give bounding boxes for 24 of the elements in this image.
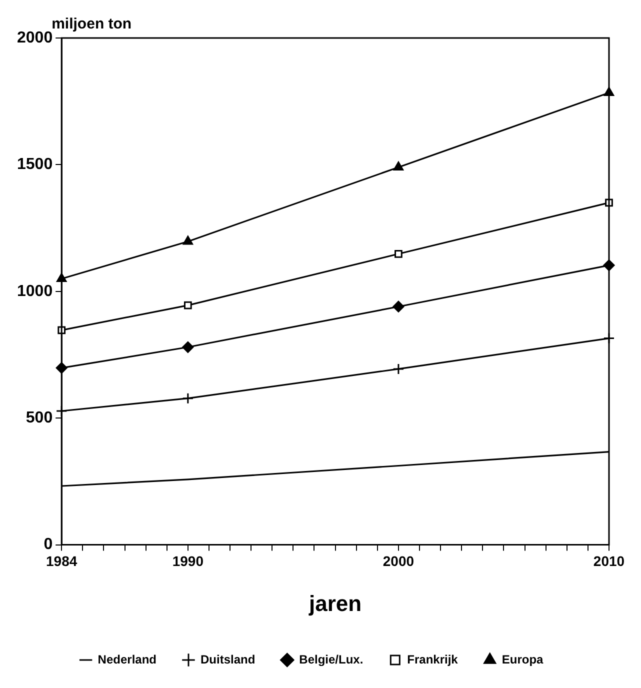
y-tick-label: 0 [44, 536, 53, 554]
x-tick-label: 2000 [382, 553, 414, 570]
point [393, 161, 404, 170]
point [392, 300, 404, 312]
x-tick-label: 2010 [593, 553, 625, 570]
legend-label: Nederland [98, 652, 156, 666]
legend-label: Duitsland [200, 652, 256, 666]
y-tick-label: 2000 [17, 29, 53, 46]
x-axis-title: jaren [308, 590, 362, 616]
legend-label: Frankrijk [407, 652, 458, 666]
y-tick-label: 500 [26, 410, 53, 427]
y-tick-label: 1000 [17, 282, 53, 300]
y-axis-title: miljoen ton [52, 16, 132, 33]
legend-label: Belgie/Lux. [299, 652, 364, 666]
y-tick-label: 1500 [17, 156, 53, 174]
point [392, 363, 404, 375]
point [182, 392, 194, 404]
point [394, 250, 402, 258]
point [184, 301, 192, 310]
legend-label: Europa [502, 652, 544, 666]
point [182, 341, 194, 353]
x-tick-label: 1984 [46, 553, 78, 570]
point [182, 236, 193, 245]
x-tick-label: 1990 [172, 553, 204, 570]
